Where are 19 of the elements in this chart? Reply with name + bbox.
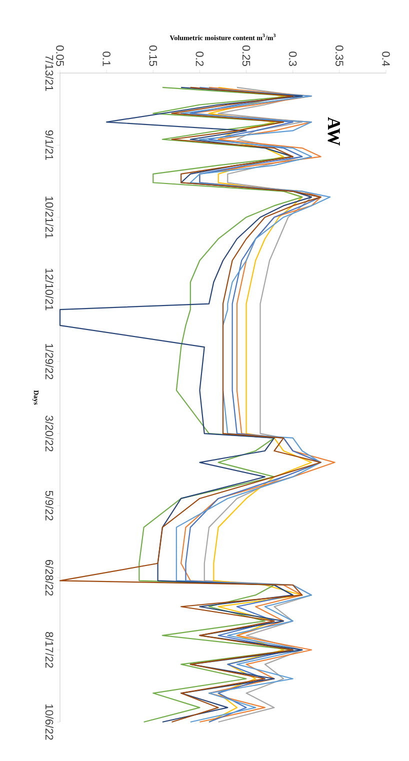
annotation: AW — [328, 117, 340, 146]
x-tick-label: 0.05 — [56, 46, 64, 66]
y-tick-label: 5/9/22 — [45, 490, 54, 520]
y-tick-label: 10/21/21 — [45, 196, 54, 238]
y-tick-label: 9/1/21 — [45, 130, 54, 160]
y-tick-label: 6/28/22 — [45, 560, 54, 596]
x-tick-label: 0.25 — [242, 46, 250, 66]
y-tick-label: 1/29/22 — [45, 344, 54, 380]
y-tick-label: 12/10/21 — [45, 268, 54, 310]
x-tick-label: 0.4 — [382, 52, 390, 66]
x-tick-label: 0.15 — [149, 46, 158, 66]
x-tick-label: 0.2 — [196, 52, 204, 66]
y-tick-label: 10/6/22 — [45, 704, 54, 740]
x-tick-label: 0.3 — [288, 52, 297, 66]
x-tick-label: 0.35 — [336, 46, 344, 66]
x-tick-label: 0.1 — [102, 52, 110, 66]
y-tick-label: 3/20/22 — [45, 416, 54, 452]
y-tick-label: 8/17/22 — [45, 632, 54, 668]
y-tick-label: 7/13/21 — [45, 55, 54, 91]
